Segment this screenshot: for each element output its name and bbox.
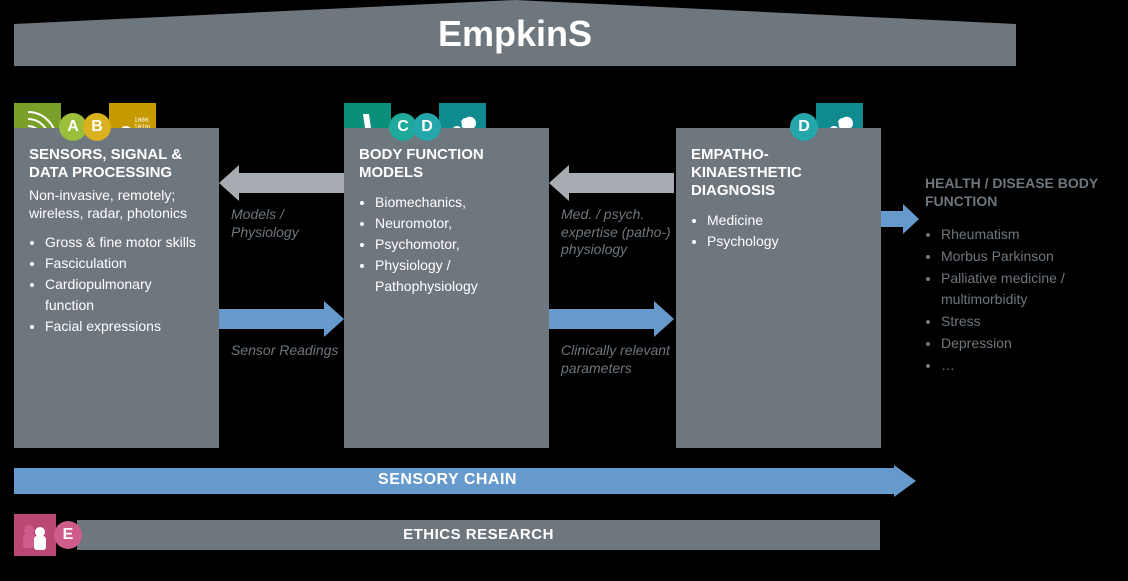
pillar1-subtitle: Non-invasive, remotely; wireless, radar,… xyxy=(29,186,204,222)
pillar2-title: BODY FUNCTION MODELS xyxy=(359,146,534,182)
roof-banner: EmpkinS xyxy=(14,0,1016,66)
arrow-right-blue-2 xyxy=(549,301,674,337)
list-item: Depression xyxy=(941,333,1120,355)
list-item: Palliative medicine / multimorbidity xyxy=(941,268,1120,311)
pillar3-list: Medicine Psychology xyxy=(707,210,866,252)
list-item: Psychology xyxy=(707,231,866,252)
gap1-top-label: Models / Physiology xyxy=(231,206,344,241)
pillar1-list: Gross & fine motor skills Fasciculation … xyxy=(45,232,204,337)
output-block: HEALTH / DISEASE BODY FUNCTION Rheumatis… xyxy=(925,174,1120,376)
gap2-top-label: Med. / psych. expertise (patho-) physiol… xyxy=(561,206,674,259)
gap2: Med. / psych. expertise (patho-) physiol… xyxy=(549,128,674,448)
badge-b: B xyxy=(83,113,111,141)
output-arrow-icon xyxy=(881,204,919,234)
list-item: Neuromotor, xyxy=(375,213,534,234)
arrow-right-blue-1 xyxy=(219,301,344,337)
svg-text:10001: 10001 xyxy=(134,117,150,124)
pillar-body-function: BODY FUNCTION MODELS Biomechanics, Neuro… xyxy=(344,128,549,448)
gap2-bottom-label: Clinically relevant parameters xyxy=(561,342,674,377)
list-item: Gross & fine motor skills xyxy=(45,232,204,253)
list-item: Physiology / Pathophysiology xyxy=(375,255,534,297)
arrow-left-gray-1 xyxy=(219,165,344,201)
list-item: Medicine xyxy=(707,210,866,231)
sensory-chain-label: SENSORY CHAIN xyxy=(14,471,881,489)
pillar-diagnosis: EMPATHO-KINAESTHETIC DIAGNOSIS Medicine … xyxy=(676,128,881,448)
pillar3-title: EMPATHO-KINAESTHETIC DIAGNOSIS xyxy=(691,146,866,200)
gap1-bottom-label: Sensor Readings xyxy=(231,342,338,360)
badge-d2: D xyxy=(790,113,818,141)
list-item: Stress xyxy=(941,311,1120,333)
list-item: Morbus Parkinson xyxy=(941,246,1120,268)
ethics-label: ETHICS RESEARCH xyxy=(403,526,554,543)
ethics-badge-group: E xyxy=(14,514,80,556)
list-item: Biomechanics, xyxy=(375,192,534,213)
output-list: Rheumatism Morbus Parkinson Palliative m… xyxy=(941,224,1120,376)
gap1: Models / Physiology Sensor Readings xyxy=(219,128,344,448)
list-item: Cardiopulmonary function xyxy=(45,274,204,316)
badge-e: E xyxy=(54,521,82,549)
output-title: HEALTH / DISEASE BODY FUNCTION xyxy=(925,174,1120,210)
arrow-left-gray-2 xyxy=(549,165,674,201)
list-item: Fasciculation xyxy=(45,253,204,274)
diagram-title: EmpkinS xyxy=(14,13,1016,55)
badge-d: D xyxy=(413,113,441,141)
list-item: Psychomotor, xyxy=(375,234,534,255)
ethics-bar: ETHICS RESEARCH xyxy=(77,520,880,550)
pillar1-title: SENSORS, SIGNAL & DATA PROCESSING xyxy=(29,146,204,182)
list-item: Rheumatism xyxy=(941,224,1120,246)
pillar2-list: Biomechanics, Neuromotor, Psychomotor, P… xyxy=(375,192,534,297)
list-item: Facial expressions xyxy=(45,316,204,337)
ethics-people-icon xyxy=(14,514,56,556)
pillar-sensors: SENSORS, SIGNAL & DATA PROCESSING Non-in… xyxy=(14,128,219,448)
list-item: … xyxy=(941,355,1120,377)
